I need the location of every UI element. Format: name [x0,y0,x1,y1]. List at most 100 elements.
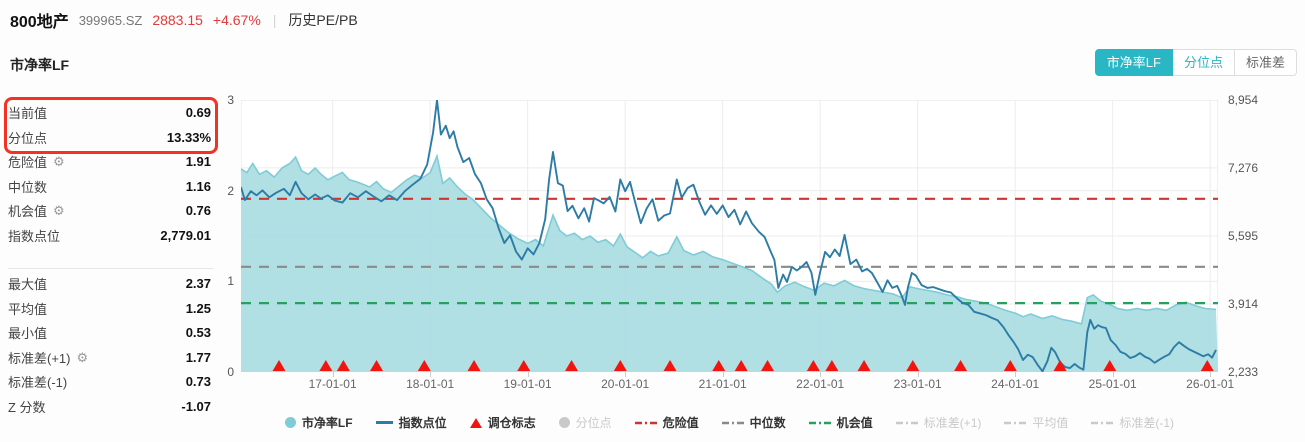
x-axis-tick: 20-01-01 [601,377,650,391]
x-axis-tick: 22-01-01 [796,377,845,391]
stat-value: 1.91 [185,154,211,169]
rebalance-marker[interactable] [613,360,627,371]
stat-value: 0.76 [185,203,211,219]
left-axis-tick: 3 [227,93,234,107]
legend-label: 调仓标志 [487,416,536,430]
legend-label: 机会值 [836,416,873,430]
x-axis-tick: 19-01-01 [503,377,552,391]
stat-label: 标准差(-1) [8,375,68,391]
rebalance-marker[interactable] [272,360,286,371]
legend-item-指数点位[interactable]: 指数点位 [375,414,447,431]
stat-row-平均值: 平均值 1.25 [8,296,211,321]
rebalance-marker[interactable] [467,360,481,371]
index-code: 399965.SZ [78,12,143,28]
dashdot-marker-icon [1004,421,1027,424]
chart-canvas[interactable] [240,99,1219,373]
left-axis-tick: 0 [227,365,234,379]
rebalance-marker[interactable] [906,360,920,371]
rebalance-marker[interactable] [954,360,968,371]
gear-icon[interactable]: ⚙ [76,349,89,365]
stat-row-危险值: 危险值 ⚙ 1.91 [8,149,211,174]
line-marker-icon [375,421,393,424]
stat-label: 分位点 [8,131,48,146]
legend-item-标准差(-1)[interactable]: 标准差(-1) [1091,414,1174,431]
toolbar-button-市净率LF[interactable]: 市净率LF [1094,49,1173,76]
circle-marker-icon [558,417,570,428]
stats-divider [8,268,214,269]
stat-label: 机会值 ⚙ [8,203,65,220]
toolbar-button-标准差[interactable]: 标准差 [1234,49,1297,76]
stat-row-标准差(+1): 标准差(+1) ⚙ 1.77 [8,345,211,370]
rebalance-marker[interactable] [319,360,333,371]
rebalance-marker[interactable] [663,360,677,371]
legend-item-机会值[interactable]: 机会值 [808,414,873,431]
stat-row-当前值: 当前值 0.69 [8,100,211,125]
rebalance-marker[interactable] [761,360,775,371]
toolbar-button-分位点[interactable]: 分位点 [1172,49,1235,76]
rebalance-marker[interactable] [825,360,839,371]
right-axis-tick: 5,595 [1228,228,1259,243]
stat-label: 平均值 [8,301,48,317]
legend-label: 指数点位 [398,416,447,430]
section-title: 市净率LF [10,57,70,73]
rebalance-marker[interactable] [517,360,531,371]
metric-toggle-group: 市净率LF 分位点 标准差 [1094,49,1297,76]
x-axis-tickmark [527,372,529,377]
index-line [240,99,1217,373]
gear-icon[interactable]: ⚙ [53,203,65,219]
x-axis-tickmark [917,372,919,377]
legend-item-分位点[interactable]: 分位点 [558,414,612,431]
rebalance-marker[interactable] [565,360,579,371]
legend-item-标准差(+1)[interactable]: 标准差(+1) [895,414,981,431]
legend-label: 标准差(-1) [1119,416,1175,430]
x-axis-tick: 24-01-01 [991,377,1040,391]
rebalance-marker[interactable] [1053,360,1067,371]
dashdot-marker-icon [1091,421,1114,424]
legend-label: 平均值 [1032,416,1069,430]
rebalance-marker[interactable] [806,360,820,371]
rebalance-marker[interactable] [370,360,384,371]
rebalance-marker[interactable] [712,360,726,371]
stat-value: 2,779.01 [160,227,211,243]
menu-history-pe-pb[interactable]: 历史PE/PB [288,12,358,28]
legend-item-市净率LF[interactable]: 市净率LF [284,414,353,431]
legend-item-危险值[interactable]: 危险值 [634,414,699,431]
x-axis-tick: 25-01-01 [1088,377,1137,391]
x-axis-tickmark [430,372,432,377]
rebalance-marker[interactable] [1003,360,1017,371]
right-axis-tick: 3,914 [1228,296,1259,311]
rebalance-marker[interactable] [1103,360,1117,371]
rebalance-marker[interactable] [336,360,350,371]
stat-value: 0.53 [185,325,211,341]
index-change: +4.67% [212,12,261,28]
left-axis-tick: 1 [227,274,234,289]
valuation-chart[interactable] [240,99,1219,373]
rebalance-marker[interactable] [1200,360,1214,371]
dashdot-marker-icon [721,421,744,424]
rebalance-marker[interactable] [734,360,748,371]
stat-label: 当前值 [8,106,48,121]
legend-item-中位数[interactable]: 中位数 [721,414,786,431]
legend-label: 中位数 [749,416,786,430]
dashdot-marker-icon [895,421,918,424]
legend-label: 市净率LF [301,416,353,430]
rebalance-marker[interactable] [417,360,431,371]
x-axis-tick: 21-01-01 [698,377,747,391]
stat-row-Z 分数: Z 分数 -1.07 [8,394,211,419]
rebalance-marker[interactable] [857,360,871,371]
right-axis-tick: 7,276 [1228,160,1259,175]
legend-item-调仓标志[interactable]: 调仓标志 [469,414,536,431]
dashdot-marker-icon [634,421,657,424]
stat-label: Z 分数 [8,400,46,415]
legend-item-平均值[interactable]: 平均值 [1004,414,1068,431]
gear-icon[interactable]: ⚙ [53,154,65,169]
dashdot-marker-icon [808,421,831,424]
x-axis-tickmark [1015,372,1017,377]
chart-legend: 市净率LF 指数点位 调仓标志 分位点 危险值 中位数 机会值 标准差(+1) 平均值 标准差(-… [241,414,1218,431]
x-axis-tickmark [625,372,627,377]
x-axis-tickmark [332,372,334,377]
stat-label: 最小值 [8,326,48,342]
stat-row-最大值: 最大值 2.37 [8,271,211,296]
circle-marker-icon [284,417,296,428]
